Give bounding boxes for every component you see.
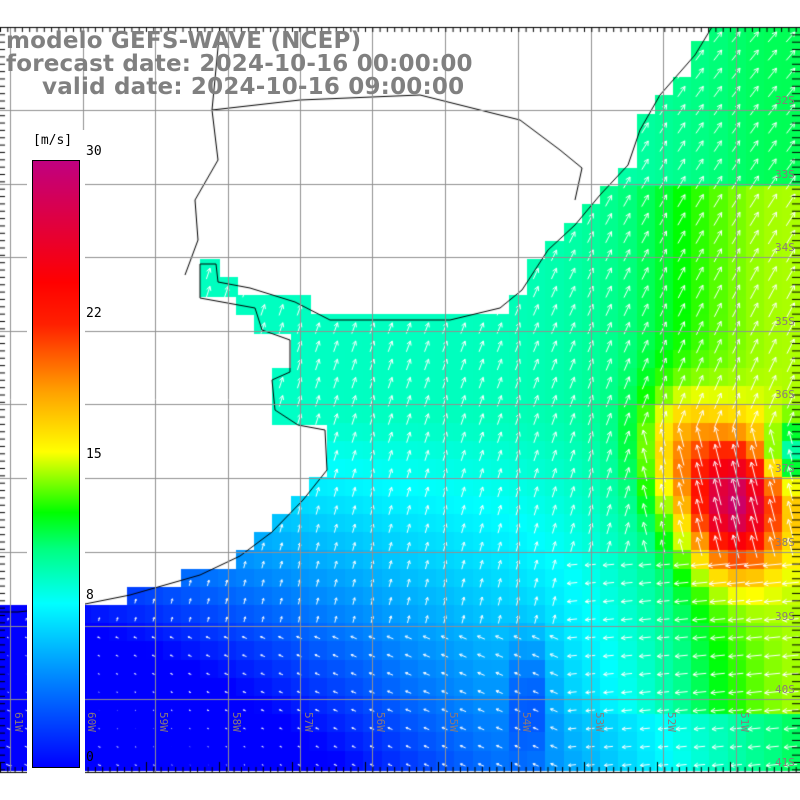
model-title: modelo GEFS-WAVE (NCEP) xyxy=(6,28,362,54)
longitude-label: 53W xyxy=(593,712,606,732)
colorbar-tick-label: 15 xyxy=(86,447,102,462)
longitude-label: 54W xyxy=(520,712,533,732)
latitude-label: 32S xyxy=(775,94,795,107)
longitude-label: 51W xyxy=(738,712,751,732)
longitude-label: 61W xyxy=(12,712,25,732)
latitude-label: 35S xyxy=(775,315,795,328)
longitude-label: 55W xyxy=(447,712,460,732)
latitude-label: 34S xyxy=(775,241,795,254)
latitude-label: 36S xyxy=(775,388,795,401)
longitude-label: 59W xyxy=(157,712,170,732)
colorbar-tick-label: 30 xyxy=(86,144,102,159)
valid-date: valid date: 2024-10-16 09:00:00 xyxy=(42,74,465,100)
longitude-label: 57W xyxy=(302,712,315,732)
colorbar xyxy=(32,160,80,768)
longitude-label: 60W xyxy=(85,712,98,732)
latitude-label: 39S xyxy=(775,610,795,623)
longitude-label: 58W xyxy=(230,712,243,732)
latitude-label: 41S xyxy=(775,756,795,769)
latitude-label: 38S xyxy=(775,536,795,549)
colorbar-tick-label: 8 xyxy=(86,588,94,604)
colorbar-tick-label: 0 xyxy=(86,750,94,765)
latitude-label: 33S xyxy=(775,168,795,181)
colorbar-tick-label: 22 xyxy=(86,305,102,321)
longitude-label: 52W xyxy=(665,712,678,732)
colorbar-unit: [m/s] xyxy=(33,133,73,148)
forecast-date: forecast date: 2024-10-16 00:00:00 xyxy=(6,51,473,77)
latitude-label: 40S xyxy=(775,683,795,696)
longitude-label: 56W xyxy=(374,712,387,732)
latitude-label: 37S xyxy=(775,462,795,475)
